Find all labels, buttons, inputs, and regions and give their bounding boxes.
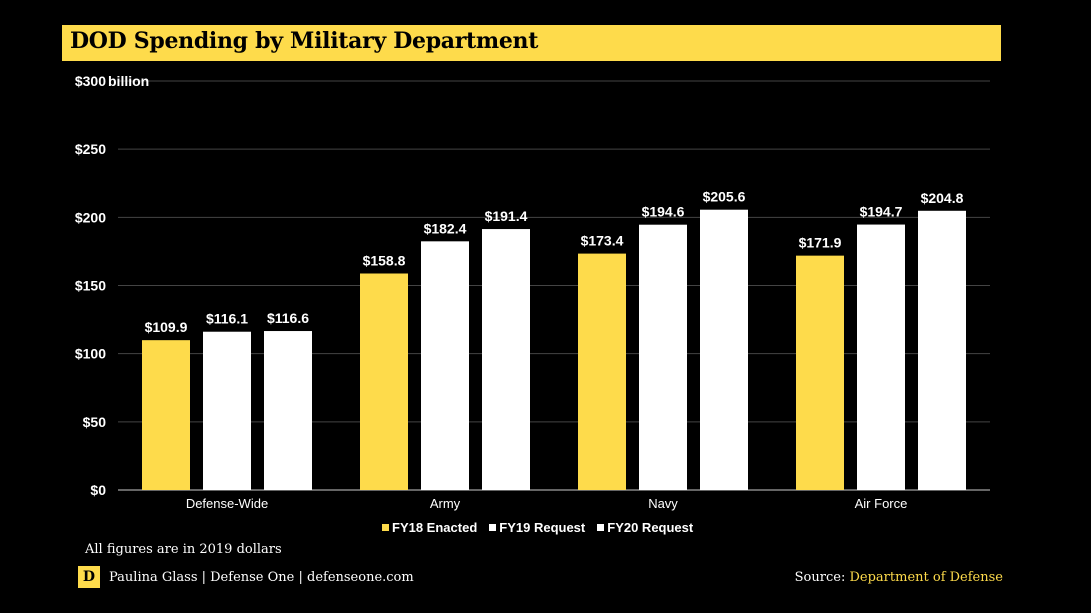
bar bbox=[578, 253, 626, 490]
data-label: $182.4 bbox=[424, 220, 467, 236]
defense-one-logo-icon: D bbox=[78, 566, 100, 588]
bar bbox=[203, 331, 251, 490]
byline: D Paulina Glass | Defense One | defenseo… bbox=[78, 566, 414, 588]
x-category-label: Defense-Wide bbox=[186, 496, 268, 511]
data-label: $194.7 bbox=[860, 204, 903, 220]
legend-item-fy19: FY19 Request bbox=[489, 520, 585, 535]
data-label: $158.8 bbox=[363, 253, 406, 269]
data-label: $204.8 bbox=[921, 190, 964, 206]
y-tick-label: $50 bbox=[83, 414, 107, 430]
title-band: DOD Spending by Military Department bbox=[62, 25, 1001, 61]
bar bbox=[482, 229, 530, 491]
source: Source: Department of Defense bbox=[795, 570, 1003, 585]
data-label: $205.6 bbox=[703, 189, 746, 205]
bar bbox=[918, 210, 966, 490]
bar bbox=[700, 209, 748, 490]
data-label: $171.9 bbox=[799, 235, 842, 251]
legend-item-fy18: FY18 Enacted bbox=[382, 520, 477, 535]
data-label: $194.6 bbox=[642, 204, 685, 220]
data-label: $109.9 bbox=[145, 319, 188, 335]
x-category-label: Army bbox=[430, 496, 461, 511]
y-tick-label: $300 bbox=[75, 73, 106, 89]
byline-text: Paulina Glass | Defense One | defenseone… bbox=[109, 569, 414, 585]
data-label: $173.4 bbox=[581, 233, 624, 249]
bar bbox=[857, 224, 905, 490]
y-tick-label: $0 bbox=[90, 482, 106, 498]
x-category-label: Navy bbox=[648, 496, 678, 511]
bar bbox=[639, 224, 687, 491]
bar bbox=[421, 241, 469, 490]
legend-swatch-fy20 bbox=[597, 524, 605, 531]
legend-item-fy20: FY20 Request bbox=[597, 520, 693, 535]
source-link[interactable]: Department of Defense bbox=[849, 570, 1003, 585]
bar bbox=[142, 340, 190, 490]
legend-label-fy20: FY20 Request bbox=[607, 520, 694, 535]
legend-label-fy19: FY19 Request bbox=[499, 520, 586, 535]
data-label: $116.1 bbox=[206, 311, 248, 327]
bar bbox=[360, 273, 408, 490]
y-tick-label: $150 bbox=[75, 278, 106, 294]
y-tick-label: $250 bbox=[75, 141, 106, 157]
dollars-note: All figures are in 2019 dollars bbox=[85, 542, 282, 557]
bar bbox=[796, 255, 844, 490]
source-prefix: Source: bbox=[794, 570, 846, 585]
y-tick-label: $100 bbox=[75, 346, 106, 362]
y-tick-label: $200 bbox=[75, 209, 106, 225]
x-category-label: Air Force bbox=[855, 496, 908, 511]
chart-title: DOD Spending by Military Department bbox=[70, 28, 539, 54]
bar bbox=[264, 331, 312, 490]
legend-swatch-fy19 bbox=[489, 524, 497, 531]
data-label: $116.6 bbox=[267, 310, 309, 326]
legend-swatch-fy18 bbox=[382, 524, 389, 531]
y-unit-label: billion bbox=[108, 73, 149, 89]
legend: FY18 Enacted FY19 Request FY20 Request bbox=[382, 520, 693, 535]
legend-label-fy18: FY18 Enacted bbox=[392, 520, 478, 535]
data-label: $191.4 bbox=[485, 208, 528, 224]
